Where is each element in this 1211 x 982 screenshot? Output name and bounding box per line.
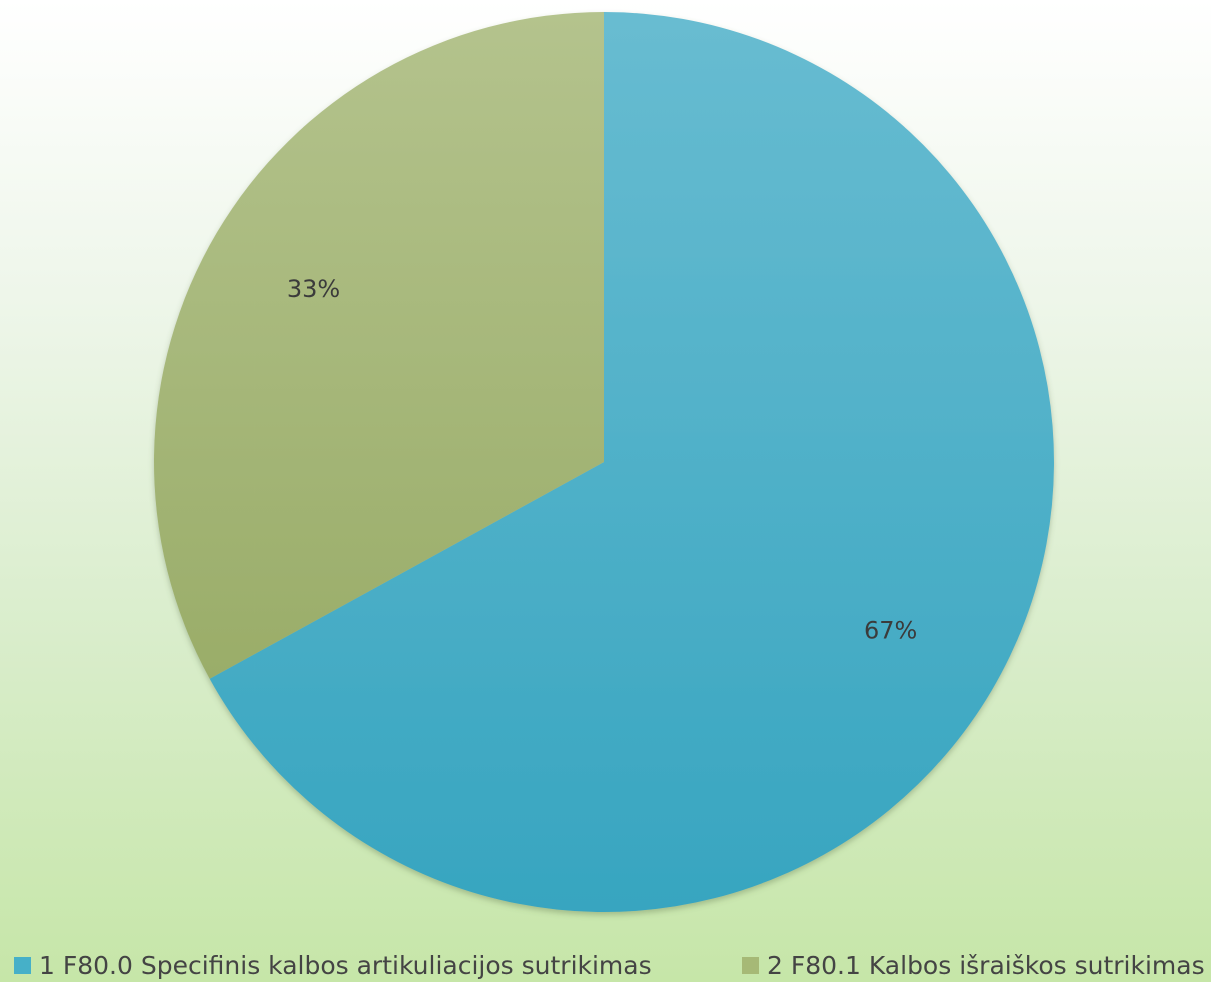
data-label-2: 33% [287, 275, 340, 303]
pie-chart: 67% 33% [154, 12, 1054, 912]
legend-label-1: 1 F80.0 Specifinis kalbos artikuliacijos… [39, 951, 652, 980]
pie-slice-1 [209, 12, 1054, 912]
data-label-1: 67% [864, 617, 917, 645]
legend-entry-2: 2 F80.1 Kalbos išraiškos sutrikimas [742, 951, 1205, 980]
chart-legend: 1 F80.0 Specifinis kalbos artikuliacijos… [0, 951, 1211, 982]
legend-label-2: 2 F80.1 Kalbos išraiškos sutrikimas [767, 951, 1205, 980]
legend-swatch-1 [14, 957, 31, 974]
legend-swatch-2 [742, 957, 759, 974]
legend-entry-1: 1 F80.0 Specifinis kalbos artikuliacijos… [14, 951, 652, 980]
pie-slice-2 [154, 12, 605, 679]
